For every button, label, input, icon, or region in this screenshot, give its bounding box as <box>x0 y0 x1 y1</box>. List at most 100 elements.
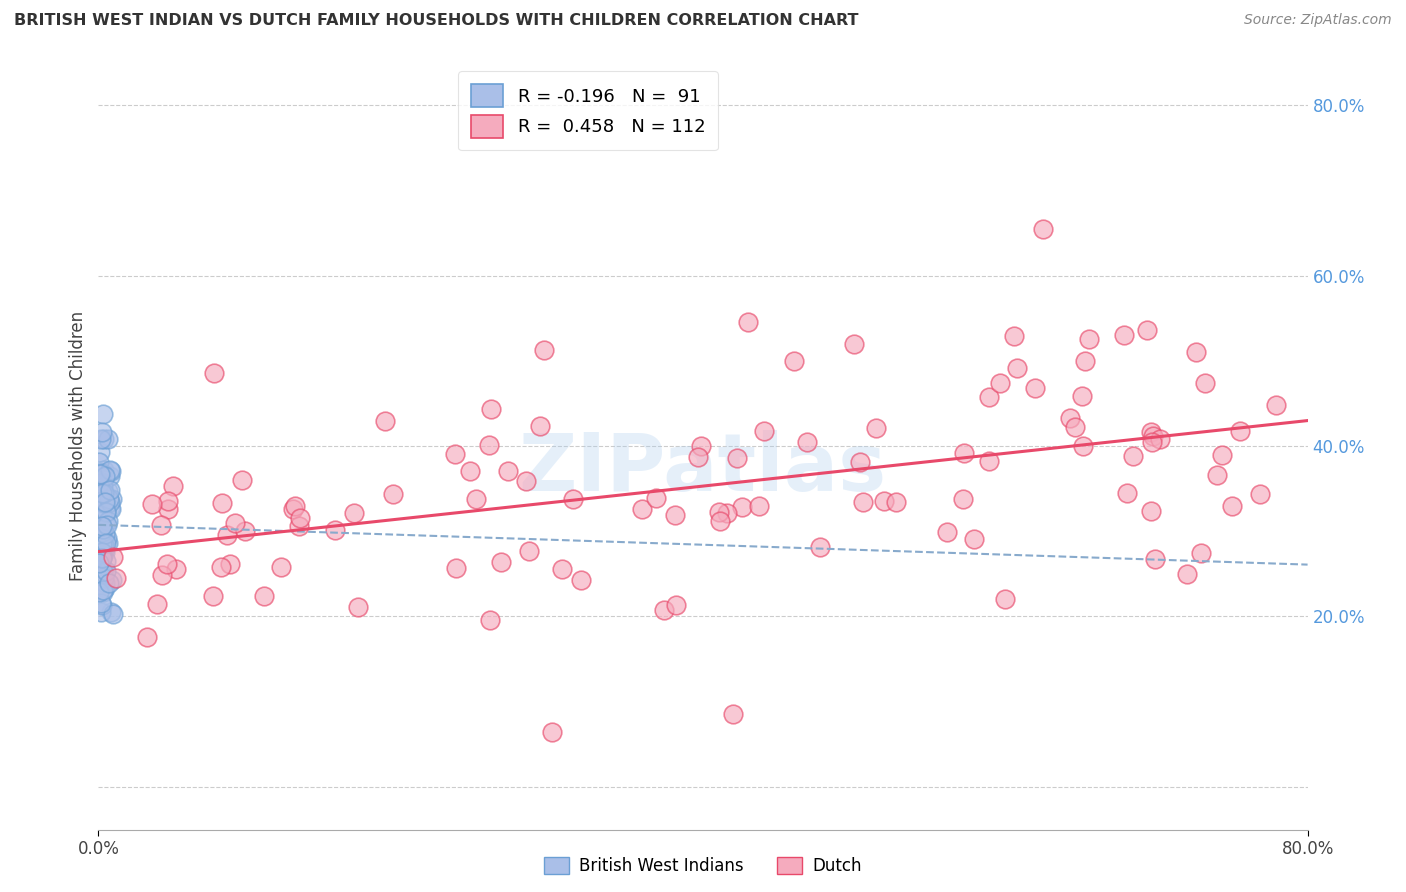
Point <box>91 504 114 518</box>
Point <box>952 492 974 507</box>
Point <box>94 495 117 509</box>
Point <box>89 562 111 576</box>
Point <box>783 353 806 368</box>
Point <box>977 454 1000 468</box>
Point <box>150 568 173 582</box>
Point <box>284 499 307 513</box>
Point <box>1112 328 1135 343</box>
Point <box>852 495 875 509</box>
Point <box>156 502 179 516</box>
Text: Source: ZipAtlas.com: Source: ZipAtlas.com <box>1244 13 1392 28</box>
Point <box>233 524 256 539</box>
Point <box>979 390 1001 404</box>
Point <box>90 545 112 559</box>
Point <box>91 550 114 565</box>
Point <box>1149 432 1171 446</box>
Point <box>91 537 114 551</box>
Point <box>217 528 239 542</box>
Point <box>664 598 686 612</box>
Point <box>94 504 117 518</box>
Point <box>90 425 112 439</box>
Point <box>91 550 114 565</box>
Point <box>283 501 305 516</box>
Point <box>105 571 128 585</box>
Point <box>962 532 984 546</box>
Point <box>91 545 114 559</box>
Point <box>145 597 167 611</box>
Point <box>91 537 114 551</box>
Point <box>1077 332 1099 346</box>
Point <box>87 584 110 599</box>
Point <box>569 574 592 588</box>
Point <box>808 540 831 554</box>
Point <box>91 584 114 599</box>
Point <box>1122 450 1144 464</box>
Point <box>89 555 111 569</box>
Point <box>479 613 502 627</box>
Point <box>458 464 481 478</box>
Point <box>1002 329 1025 343</box>
Point <box>94 526 117 541</box>
Point <box>270 559 292 574</box>
Point <box>1059 411 1081 425</box>
Point <box>1073 354 1095 368</box>
Point <box>323 523 346 537</box>
Point <box>1142 429 1164 443</box>
Point <box>90 525 112 540</box>
Point <box>93 566 115 580</box>
Point <box>988 376 1011 390</box>
Point <box>1185 344 1208 359</box>
Point <box>91 508 114 523</box>
Point <box>489 555 512 569</box>
Point <box>465 492 488 507</box>
Point <box>873 493 896 508</box>
Point <box>1143 551 1166 566</box>
Point <box>90 467 112 481</box>
Point <box>1194 376 1216 390</box>
Point <box>737 315 759 329</box>
Point <box>94 516 117 531</box>
Point <box>89 494 111 508</box>
Point <box>1211 448 1233 462</box>
Point <box>561 491 583 506</box>
Point <box>529 418 551 433</box>
Y-axis label: Family Households with Children: Family Households with Children <box>69 311 87 581</box>
Point <box>101 573 124 587</box>
Point <box>664 508 686 522</box>
Point <box>690 439 713 453</box>
Point <box>94 554 117 568</box>
Point <box>100 491 122 506</box>
Point <box>1005 361 1028 376</box>
Point <box>730 500 752 514</box>
Point <box>1024 381 1046 395</box>
Point <box>91 476 114 491</box>
Point <box>1249 487 1271 501</box>
Point <box>90 528 112 542</box>
Point <box>90 539 112 553</box>
Point <box>90 541 112 556</box>
Point <box>94 503 117 517</box>
Point <box>90 533 112 547</box>
Point <box>231 473 253 487</box>
Point <box>90 432 112 446</box>
Point <box>725 450 748 465</box>
Point <box>89 494 111 508</box>
Point <box>90 486 112 500</box>
Point <box>478 438 501 452</box>
Point <box>93 534 115 549</box>
Point <box>89 489 111 503</box>
Point <box>209 559 232 574</box>
Point <box>346 600 368 615</box>
Point <box>884 495 907 509</box>
Point <box>865 421 887 435</box>
Point <box>98 492 121 507</box>
Point <box>90 531 112 545</box>
Point <box>1116 485 1139 500</box>
Point <box>93 433 115 447</box>
Legend: R = -0.196   N =  91, R =  0.458   N = 112: R = -0.196 N = 91, R = 0.458 N = 112 <box>458 71 718 151</box>
Point <box>97 536 120 550</box>
Point <box>211 496 233 510</box>
Point <box>1032 221 1054 235</box>
Point <box>1063 419 1085 434</box>
Point <box>844 336 866 351</box>
